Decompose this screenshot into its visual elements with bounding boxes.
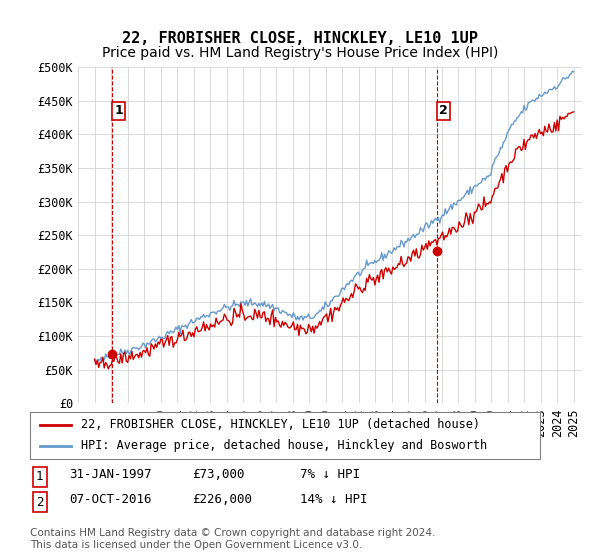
- Text: Contains HM Land Registry data © Crown copyright and database right 2024.
This d: Contains HM Land Registry data © Crown c…: [30, 528, 436, 550]
- FancyBboxPatch shape: [30, 412, 540, 459]
- Text: 07-OCT-2016: 07-OCT-2016: [69, 493, 151, 506]
- Text: 31-JAN-1997: 31-JAN-1997: [69, 468, 151, 480]
- Text: HPI: Average price, detached house, Hinckley and Bosworth: HPI: Average price, detached house, Hinc…: [81, 440, 487, 452]
- Text: £226,000: £226,000: [192, 493, 252, 506]
- Text: 14% ↓ HPI: 14% ↓ HPI: [300, 493, 367, 506]
- Text: 7% ↓ HPI: 7% ↓ HPI: [300, 468, 360, 480]
- Text: 22, FROBISHER CLOSE, HINCKLEY, LE10 1UP: 22, FROBISHER CLOSE, HINCKLEY, LE10 1UP: [122, 31, 478, 46]
- Text: 1: 1: [36, 470, 44, 483]
- Text: Price paid vs. HM Land Registry's House Price Index (HPI): Price paid vs. HM Land Registry's House …: [102, 46, 498, 60]
- Text: 2: 2: [36, 496, 44, 508]
- Text: 1: 1: [114, 104, 123, 117]
- Text: 2: 2: [439, 104, 448, 117]
- Text: 22, FROBISHER CLOSE, HINCKLEY, LE10 1UP (detached house): 22, FROBISHER CLOSE, HINCKLEY, LE10 1UP …: [81, 418, 480, 431]
- Text: £73,000: £73,000: [192, 468, 245, 480]
